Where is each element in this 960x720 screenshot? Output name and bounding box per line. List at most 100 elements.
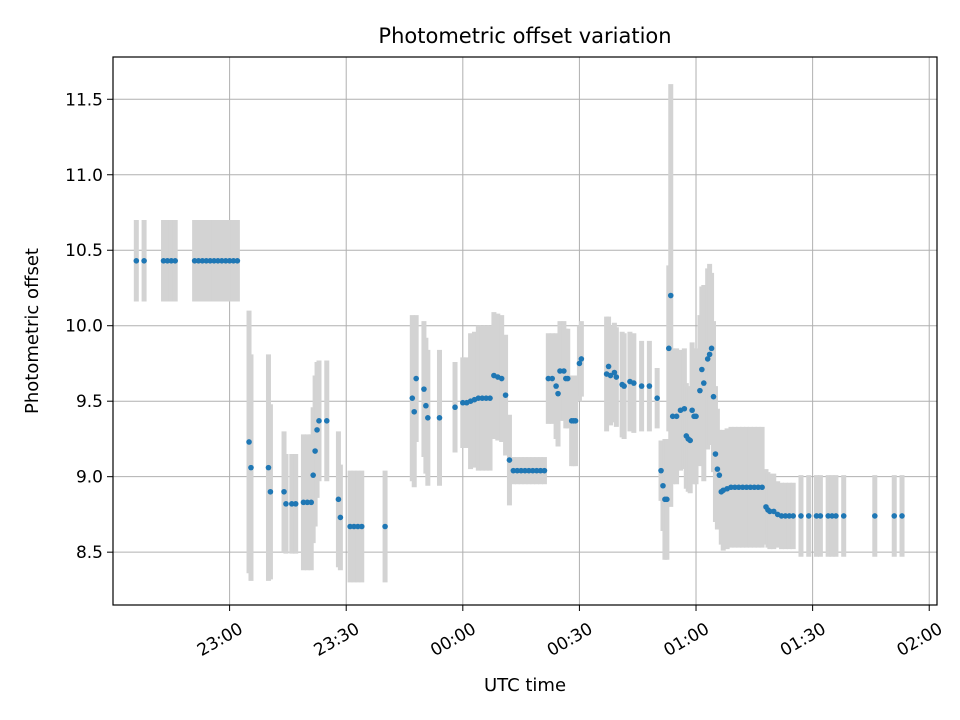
data-point [840,513,847,519]
data-point [230,258,237,264]
data-point [541,467,548,474]
data-point [164,258,171,264]
data-point [292,501,299,507]
data-point [578,356,585,362]
data-point [631,380,637,386]
data-point [409,395,416,401]
data-point [790,513,796,519]
data-point [506,457,513,463]
y-tick-label: 10.5 [65,241,103,261]
data-point [735,484,742,491]
data-point [817,513,824,519]
data-point [728,484,734,491]
data-point [786,513,793,519]
data-point [673,413,680,420]
x-axis-title: UTC time [484,675,566,696]
data-point [732,484,738,491]
data-point [421,386,427,392]
data-point [518,467,524,474]
data-point [669,413,676,420]
y-tick-label: 11.0 [65,166,103,186]
data-point [487,395,493,401]
data-point [778,513,785,519]
data-point [498,375,505,382]
data-point [304,499,311,506]
data-point [699,366,705,373]
data-point [621,383,627,389]
data-point [510,467,517,474]
data-point [813,513,820,519]
data-point [211,258,217,264]
data-point [872,513,878,519]
data-point [215,258,221,264]
data-point [747,484,754,491]
data-point [522,467,528,474]
data-point [605,363,612,370]
data-point [710,393,717,400]
data-point [743,484,750,491]
data-point [172,258,178,264]
data-point [133,258,140,264]
data-point [207,258,213,264]
data-point [555,390,561,397]
data-point [891,513,898,519]
y-tick-label: 11.5 [65,90,103,110]
data-point [460,399,466,406]
data-point [314,427,320,433]
data-point [576,360,583,367]
data-point [825,513,831,519]
y-tick-label: 9.0 [76,468,103,488]
chart-title: Photometric offset variation [378,24,671,48]
data-point [770,508,777,515]
data-point [265,464,272,471]
data-point [782,513,789,519]
y-tick-label: 9.5 [76,392,103,412]
data-point [337,514,344,521]
y-axis-ticks: 8.5 9.0 9.5 10.0 10.5 11.0 11.5 [65,90,113,563]
data-point [355,523,361,530]
data-point [358,523,365,530]
data-point [767,508,773,515]
data-point [411,408,418,415]
data-point [545,375,552,382]
data-point [557,368,563,374]
data-point [660,482,666,489]
data-point [561,368,567,374]
data-point [704,356,711,362]
data-point [533,467,540,474]
data-point [335,496,342,503]
data-point [195,258,202,264]
data-point [246,439,252,445]
data-point [572,418,579,424]
plot-frame [112,56,938,606]
data-point [226,258,233,264]
data-point [708,345,715,352]
data-point [300,499,307,506]
data-point [483,395,489,401]
data-point [700,380,707,386]
data-points [133,258,905,530]
data-point [666,345,672,352]
data-point [347,523,353,530]
data-point [681,405,688,412]
data-point [664,496,670,503]
data-point [191,258,198,264]
data-point [829,513,835,519]
data-point [382,523,388,530]
data-point [638,383,645,389]
data-point [751,484,758,491]
data-point [613,374,620,380]
data-point [475,395,482,401]
data-point [697,387,703,394]
data-point [798,513,804,519]
data-point [267,488,274,495]
data-point [141,258,147,264]
data-point [452,404,458,411]
data-point [654,395,660,401]
data-point [281,488,287,495]
data-point [323,418,330,424]
data-point [646,383,653,389]
data-point [658,467,664,474]
data-point [607,372,614,379]
data-point [168,258,175,264]
